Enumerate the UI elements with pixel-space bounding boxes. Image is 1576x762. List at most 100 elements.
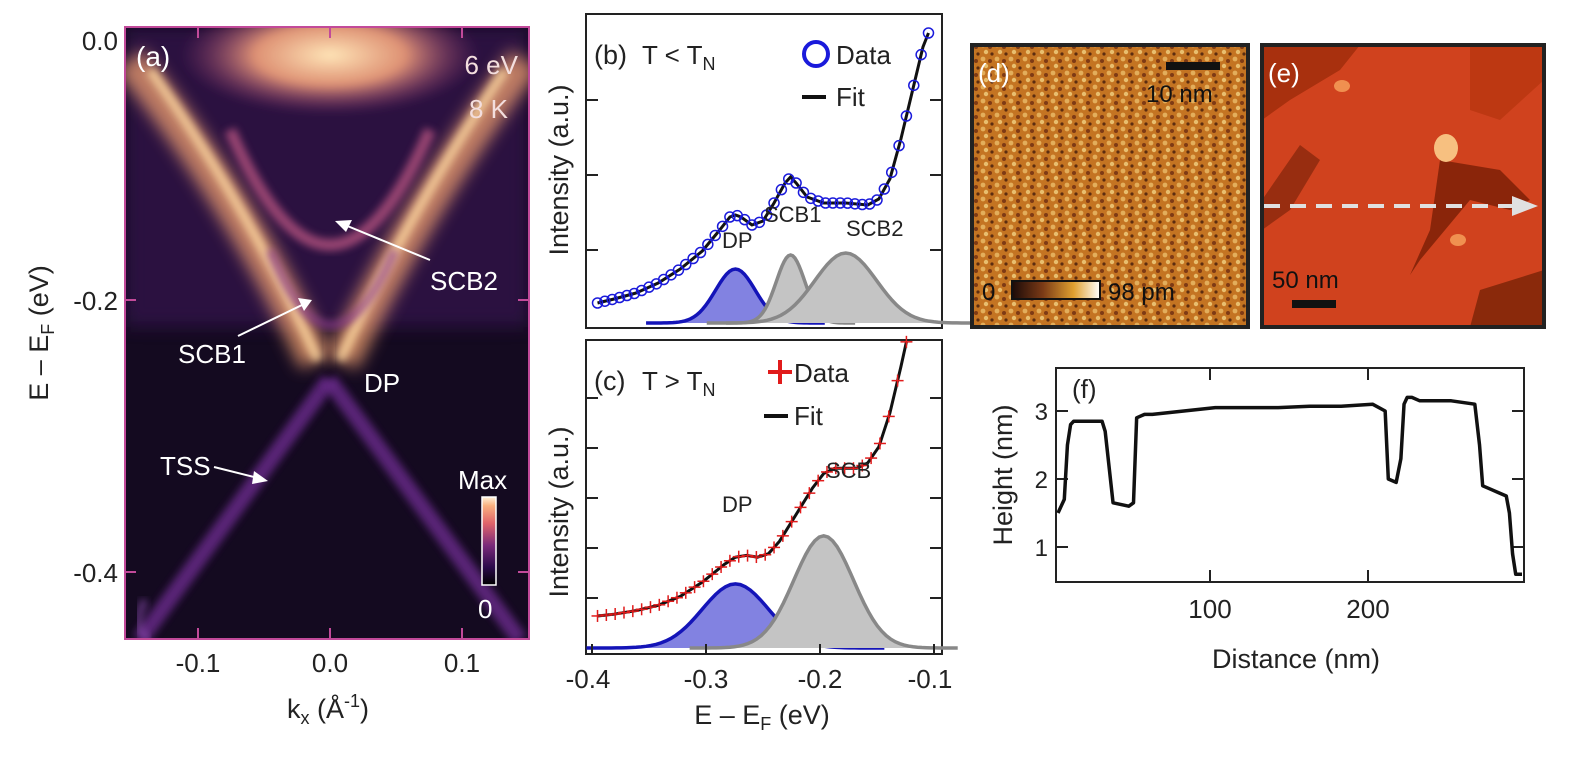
data-point [628, 287, 641, 300]
data-point [613, 291, 626, 304]
data-point [819, 197, 832, 209]
data-point [723, 554, 736, 567]
panel-c-ticks [586, 397, 942, 654]
ytick-f-2: 3 [1035, 399, 1048, 426]
data-point [768, 197, 780, 209]
data-point [724, 211, 736, 223]
temperature-label: 8 K [469, 94, 509, 124]
data-point [908, 79, 920, 92]
panel-e-label: (e) [1268, 58, 1300, 88]
legend-data-c: Data [794, 358, 849, 388]
peak-dp-c: DP [722, 492, 753, 517]
panel-c-plot [586, 335, 958, 650]
data-point [797, 186, 810, 199]
data-point [803, 487, 816, 500]
colorbar-max-label: Max [458, 465, 507, 495]
data-point [709, 229, 721, 242]
scalebar-e [1292, 300, 1336, 308]
data-point [635, 603, 648, 616]
tss-annotation: TSS [160, 451, 211, 481]
data-point [812, 474, 825, 487]
ylabel-a: E – EF (eV) [24, 265, 58, 401]
data-point [849, 198, 861, 210]
data-point [760, 209, 773, 221]
data-point [900, 110, 913, 122]
terrace-2 [1262, 145, 1320, 230]
height-profile [1056, 395, 1522, 576]
photon-energy-label: 6 eV [465, 50, 519, 80]
terrace-4 [1470, 270, 1544, 327]
data-point [697, 575, 710, 588]
scb1-annotation: SCB1 [178, 339, 246, 369]
data-point [662, 595, 675, 608]
panel-a-ticks [125, 27, 529, 639]
colorbar [481, 496, 497, 586]
profile-arrowhead [1512, 196, 1538, 216]
data-point [694, 246, 707, 259]
ylabel-f: Height (nm) [988, 404, 1018, 545]
panel-d-frame [970, 43, 1250, 329]
peak-dp-b: DP [722, 228, 753, 253]
data-point [746, 219, 758, 231]
data-point [600, 609, 613, 622]
data-point [790, 177, 802, 189]
xtick-f-1: 200 [1346, 594, 1389, 624]
cbar-d-max: 98 pm [1108, 279, 1175, 306]
data-point [915, 48, 927, 61]
xtick-c-0: -0.4 [566, 664, 611, 694]
peak-scb2-b: SCB2 [846, 216, 903, 241]
data-point [680, 258, 692, 271]
data-point [715, 561, 728, 574]
data-point [871, 194, 883, 206]
panel-f: (f) 1 2 3 100 200 Distance (nm) Height (… [988, 367, 1525, 674]
peak-dp-area [586, 583, 885, 648]
panel-c-label: (c) [594, 366, 625, 396]
data-point [644, 601, 657, 614]
panel-b-frame [585, 13, 943, 329]
data-point [805, 192, 817, 205]
xtick-c-3: -0.1 [908, 664, 953, 694]
ytick-f-1: 2 [1035, 467, 1048, 494]
data-point [621, 289, 633, 302]
xtick-a-2: 0.1 [444, 648, 480, 678]
data-point [794, 501, 807, 514]
data-point [865, 452, 878, 465]
data-point [847, 462, 860, 475]
cbar-d-min: 0 [982, 279, 995, 306]
data-point [609, 608, 622, 621]
data-point [706, 568, 719, 581]
peak-scb1-b: SCB1 [764, 202, 821, 227]
peak-dp-area [646, 269, 825, 323]
scb1-arrow [237, 304, 303, 337]
xtick-c-2: -0.2 [798, 664, 843, 694]
peak-scb-area [689, 535, 958, 648]
scb2-arrow [344, 224, 431, 261]
data-point [688, 581, 701, 594]
data-point [768, 541, 781, 554]
panel-b-plot [591, 27, 985, 325]
xtick-a-1: 0.0 [312, 648, 348, 678]
trench [1410, 160, 1530, 275]
xtick-f-0: 100 [1188, 594, 1231, 624]
peak-scb2-area [706, 253, 985, 323]
panel-f-ticks [1056, 368, 1524, 582]
ytick-a-0: 0.0 [82, 26, 118, 56]
ytick-f-0: 1 [1035, 535, 1048, 562]
ylabel-b: Intensity (a.u.) [544, 84, 574, 255]
island-3 [1450, 234, 1466, 246]
tss-arrow [213, 466, 259, 479]
terrace-1 [1262, 45, 1360, 120]
fit-curve [597, 32, 930, 305]
data-point [885, 166, 898, 179]
panel-d-label: (d) [978, 58, 1010, 88]
legend-fit-b: Fit [836, 82, 866, 112]
scalebar-d [1166, 62, 1220, 70]
scb2-annotation: SCB2 [430, 266, 498, 296]
xlabel-a: kx (Å-1) [287, 691, 369, 728]
legend-data-marker-c [768, 360, 792, 384]
data-point [759, 548, 772, 561]
data-point [716, 220, 729, 233]
panel-e: (e) 50 nm [1260, 43, 1546, 329]
ytick-a-1: -0.2 [73, 286, 118, 316]
panel-a-label: (a) [136, 41, 170, 72]
